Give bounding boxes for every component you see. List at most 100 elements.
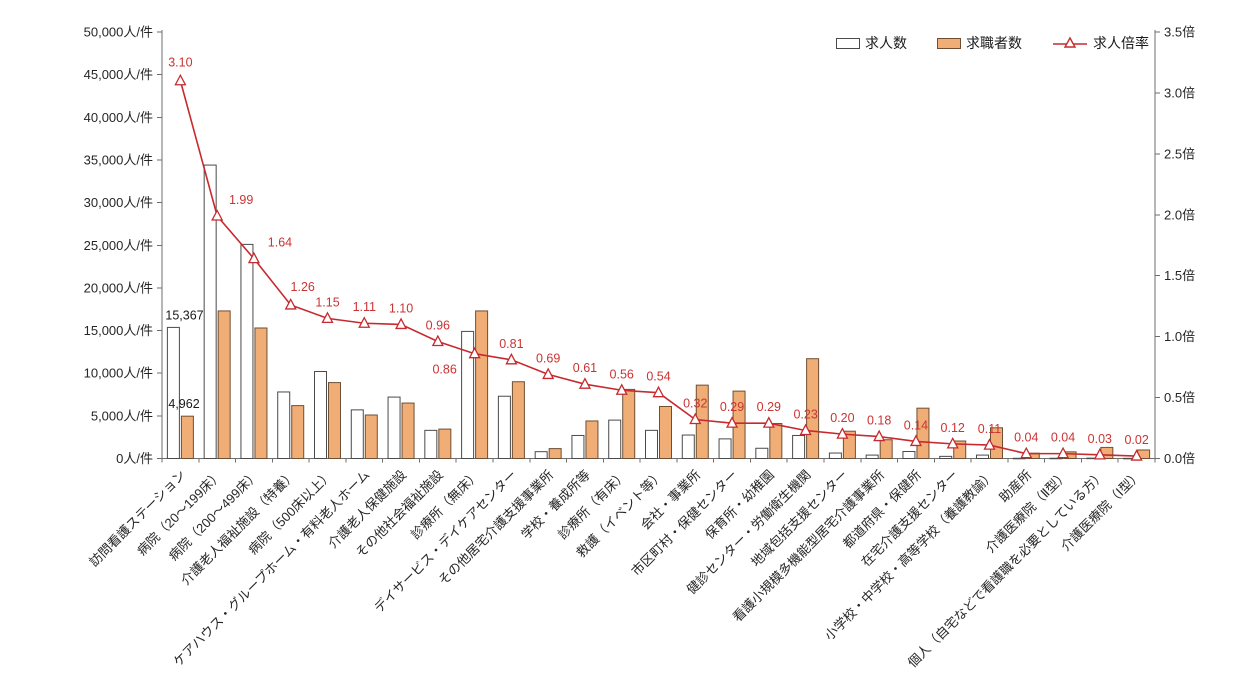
ratio-point-label: 0.56	[610, 367, 634, 381]
ratio-point-marker	[1020, 446, 1033, 459]
right-axis-tick-label: 3.5倍	[1164, 25, 1195, 40]
ratio-point-label: 0.69	[536, 351, 560, 365]
bar-jobs	[203, 164, 217, 459]
ratio-point-label: 0.81	[499, 337, 523, 351]
ratio-point-label: 0.02	[1124, 433, 1148, 447]
chart-legend: 求人数 求職者数 求人倍率	[836, 33, 1149, 53]
bar-value-label: 4,962	[168, 397, 199, 411]
ratio-point-label: 0.03	[1088, 432, 1112, 446]
ratio-point-marker	[284, 298, 297, 310]
ratio-point-marker	[321, 311, 334, 324]
ratio-point-marker	[505, 352, 518, 365]
ratio-point-label: 0.12	[941, 421, 965, 435]
ratio-point-label: 3.10	[168, 56, 192, 70]
bar-jobs	[1012, 457, 1026, 460]
ratio-point-label: 0.96	[426, 319, 450, 333]
bar-jobs	[534, 451, 548, 459]
ratio-point-label: 0.11	[978, 422, 1001, 436]
ratio-point-marker	[468, 346, 481, 359]
ratio-point-label: 0.86	[432, 363, 456, 377]
seekers-bar-swatch-icon	[937, 37, 961, 49]
ratio-point-label: 1.15	[315, 295, 339, 309]
bar-seekers	[585, 420, 599, 459]
bar-jobs	[350, 409, 364, 459]
legend-label-jobs: 求人数	[865, 35, 907, 51]
bar-jobs	[1049, 457, 1063, 460]
bar-jobs	[424, 429, 438, 460]
category-label: 小学校・中学校・高等学校（養護教諭）	[822, 467, 998, 643]
jobs-bar-swatch-icon	[836, 37, 860, 49]
ratio-point-marker	[836, 427, 849, 439]
bar-seekers	[879, 439, 893, 460]
left-axis-tick-label: 35,000人/件	[84, 152, 153, 167]
bar-seekers	[180, 415, 194, 459]
legend-item-seekers: 求職者数	[937, 33, 1022, 53]
ratio-point-label: 0.20	[830, 411, 854, 425]
bar-jobs	[461, 330, 475, 460]
ratio-point-marker	[873, 429, 886, 442]
axes: 0人/件 5,000人/件 10,000人/件 15,000人/件 20,000人/件 2…	[84, 25, 1195, 467]
bar-seekers	[659, 405, 672, 460]
bar-jobs	[939, 455, 953, 459]
bar-jobs	[755, 447, 769, 460]
ratio-point-marker	[909, 434, 923, 447]
right-axis-tick-label: 0.0倍	[1164, 451, 1195, 466]
ratio-point-marker	[358, 316, 371, 328]
legend-label-seekers: 求職者数	[966, 35, 1022, 51]
ratio-point-label: 0.29	[757, 400, 781, 414]
ratio-point-marker	[174, 73, 187, 86]
bar-jobs	[645, 429, 658, 460]
right-axis-tick-label: 2.5倍	[1164, 146, 1195, 161]
legend-label-ratio: 求人倍率	[1093, 35, 1149, 51]
ratio-point-marker	[725, 416, 739, 428]
left-axis-tick-label: 15,000人/件	[84, 323, 153, 338]
ratio-point-marker	[211, 209, 224, 221]
bar-jobs	[277, 391, 291, 459]
bar-value-labels: 15,367 4,962	[165, 308, 203, 411]
bar-seekers	[475, 310, 489, 459]
left-axis-tick-label: 10,000人/件	[84, 366, 153, 381]
bar-seekers	[622, 388, 636, 460]
left-axis-tick-label: 40,000人/件	[84, 110, 153, 125]
ratio-point-marker	[983, 438, 996, 450]
ratio-point-marker	[1056, 446, 1070, 459]
ratio-point-label: 0.18	[867, 414, 891, 428]
bar-seekers	[511, 381, 525, 460]
ratio-point-label: 1.26	[291, 280, 315, 294]
left-axis-tick-label: 0人/件	[116, 451, 153, 466]
right-axis-tick-label: 1.0倍	[1164, 329, 1195, 344]
bar-jobs	[387, 396, 401, 460]
bar-seekers	[548, 448, 562, 459]
right-axis-tick-label: 1.5倍	[1164, 268, 1195, 283]
ratio-point-marker	[1130, 449, 1143, 461]
bar-jobs	[166, 326, 180, 459]
bar-seekers	[364, 414, 378, 460]
bar-seekers	[217, 310, 231, 459]
bar-seekers	[254, 327, 268, 459]
bar-seekers	[769, 423, 783, 460]
bar-seekers	[401, 402, 415, 459]
bar-jobs	[976, 454, 989, 460]
ratio-point-marker	[578, 377, 592, 389]
ratio-point-marker	[1093, 447, 1106, 460]
ratio-point-label: 0.04	[1051, 431, 1075, 445]
left-axis-tick-label: 50,000人/件	[84, 25, 153, 40]
bar-jobs	[828, 452, 842, 460]
right-axis-tick-label: 0.5倍	[1164, 390, 1195, 405]
left-axis-tick-label: 20,000人/件	[84, 280, 153, 295]
ratio-point-label: 0.29	[720, 400, 744, 414]
ratio-point-label: 0.32	[683, 397, 707, 411]
right-axis-tick-label: 3.0倍	[1164, 85, 1195, 100]
ratio-point-label: 0.61	[573, 361, 597, 375]
ratio-point-labels: 3.10 1.99 1.64 1.261.15 1.11 1.10 0.96 0.86 0.81…	[168, 56, 1149, 447]
ratio-point-marker	[652, 385, 665, 398]
ratio-point-marker	[394, 317, 408, 330]
ratio-point-label: 1.10	[389, 301, 413, 315]
bar-jobs	[571, 434, 585, 459]
bar-jobs	[240, 243, 254, 459]
bar-jobs	[865, 454, 879, 460]
ratio-point-marker	[762, 416, 775, 428]
ratio-point-marker	[542, 367, 555, 380]
legend-item-ratio: 求人倍率	[1052, 33, 1149, 53]
